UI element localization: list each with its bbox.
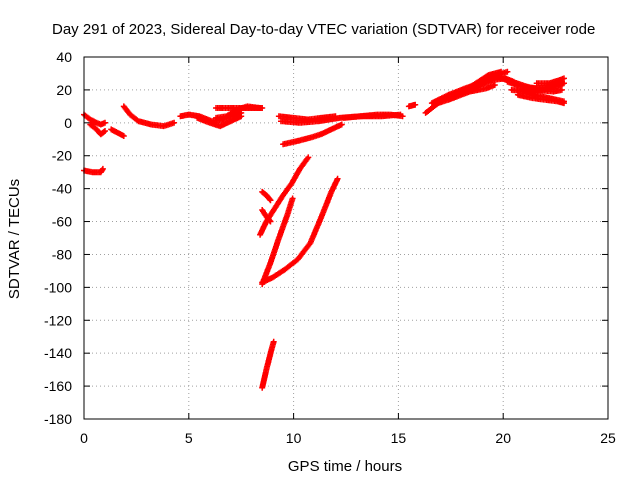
- data-track: [213, 105, 266, 111]
- data-point: [399, 113, 406, 120]
- y-tick-label: -180: [44, 411, 72, 427]
- data-track: [81, 111, 108, 128]
- data-point: [171, 119, 178, 126]
- y-tick-label: -120: [44, 312, 72, 328]
- data-track: [87, 121, 108, 138]
- x-axis-title: GPS time / hours: [288, 458, 402, 475]
- data-point: [412, 101, 419, 108]
- data-point: [561, 98, 567, 105]
- data-track: [259, 207, 274, 225]
- data-tracks: [81, 68, 567, 391]
- x-tick-label: 15: [391, 430, 407, 446]
- data-point: [491, 82, 498, 88]
- data-point: [289, 195, 296, 202]
- axis-ticks: 0 5 10 15 20 25 -180 -160 -140 -120 -100 -80 -60 -40 -…: [44, 49, 616, 446]
- data-point: [120, 133, 127, 139]
- data-track: [259, 175, 341, 286]
- data-point: [238, 113, 245, 120]
- data-track: [194, 113, 245, 130]
- chart-title: Day 291 of 2023, Sidereal Day-to-day VTE…: [52, 21, 595, 38]
- y-tick-label: -100: [44, 279, 72, 295]
- y-tick-label: 0: [64, 115, 72, 131]
- y-tick-label: -80: [52, 246, 72, 262]
- plot-frame: [83, 56, 609, 420]
- x-tick-label: 0: [80, 430, 88, 446]
- y-tick-label: -140: [44, 345, 72, 361]
- data-track: [259, 195, 296, 288]
- data-track: [120, 103, 178, 130]
- data-point: [267, 218, 274, 225]
- data-track: [422, 82, 498, 116]
- y-axis-title: SDTVAR / TECUs: [6, 179, 23, 299]
- y-tick-label: 40: [56, 49, 72, 65]
- y-tick-label: 20: [56, 82, 72, 98]
- x-tick-label: 20: [495, 430, 511, 446]
- data-point: [305, 154, 312, 161]
- data-point: [561, 75, 567, 82]
- y-tick-label: -40: [52, 181, 72, 197]
- data-track: [108, 126, 127, 139]
- x-tick-label: 25: [600, 430, 616, 446]
- x-tick-label: 10: [286, 430, 302, 446]
- data-point: [267, 197, 274, 204]
- data-point: [338, 121, 345, 128]
- data-point: [102, 119, 108, 126]
- data-track: [405, 101, 419, 110]
- data-track: [259, 188, 274, 204]
- data-point: [102, 128, 108, 134]
- data-point: [259, 105, 266, 111]
- data-point: [100, 128, 107, 135]
- y-tick-label: -160: [44, 378, 72, 394]
- data-point: [266, 217, 273, 224]
- data-point: [558, 86, 565, 93]
- data-point: [334, 175, 341, 182]
- data-point: [504, 68, 511, 75]
- data-track: [81, 165, 106, 176]
- data-point: [99, 165, 106, 172]
- x-tick-label: 5: [185, 430, 193, 446]
- data-point: [266, 196, 273, 203]
- data-track: [533, 75, 567, 87]
- data-track: [259, 338, 277, 391]
- data-track: [280, 121, 345, 148]
- data-track: [519, 86, 567, 105]
- y-tick-label: -60: [52, 214, 72, 230]
- data-point: [270, 338, 277, 345]
- y-tick-label: -20: [52, 148, 72, 164]
- data-track: [340, 111, 406, 121]
- grid-lines: [84, 57, 608, 419]
